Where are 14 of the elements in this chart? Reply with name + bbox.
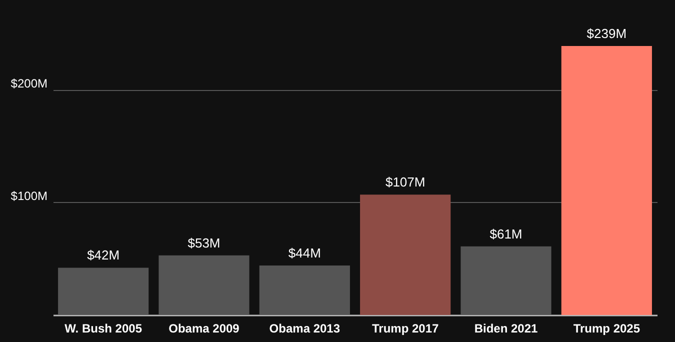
- y-tick-label: $200M: [10, 76, 48, 90]
- x-tick-label: Obama 2013: [269, 322, 340, 336]
- x-tick-label: Biden 2021: [474, 322, 538, 336]
- x-tick-label: W. Bush 2005: [64, 322, 142, 336]
- y-tick-label: $100M: [10, 188, 48, 203]
- x-tick-label: Trump 2025: [573, 322, 640, 336]
- x-tick-label: Trump 2017: [372, 322, 440, 336]
- x-tick-label: Obama 2009: [168, 322, 240, 336]
- data-label: $107M: [385, 174, 426, 190]
- data-label: $239M: [586, 26, 627, 41]
- data-label: $44M: [288, 245, 321, 260]
- data-label: $53M: [188, 235, 220, 250]
- data-label: $61M: [490, 226, 522, 242]
- data-label: $42M: [87, 248, 120, 263]
